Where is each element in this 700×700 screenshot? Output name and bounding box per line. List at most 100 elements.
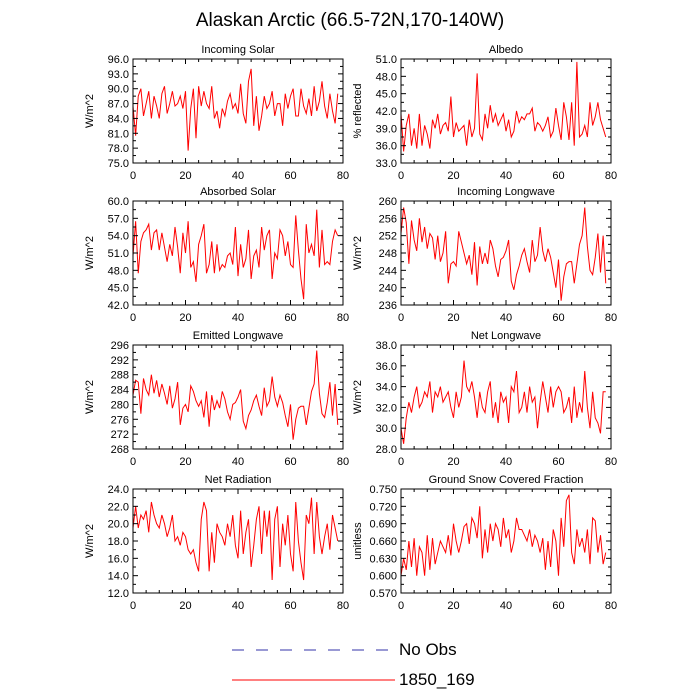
absorbed-solar-series-line: [132, 209, 339, 300]
incoming-solar-xtick-label: 20: [179, 170, 191, 182]
net-radiation-ytick-label: 14.0: [108, 571, 129, 583]
emitted-longwave-ytick-label: 268: [111, 444, 129, 456]
incoming-solar-xtick-label: 0: [130, 170, 136, 182]
panel-grid: 75.0 78.0 81.0 84.0 87.0 90.0 93.0 96.0 0 20 40 60 8…: [84, 44, 617, 612]
legend-1850-169-label: 1850_169: [399, 670, 475, 689]
incoming-longwave-xtick-label: 40: [500, 312, 512, 324]
emitted-longwave-ytick-label: 276: [111, 414, 129, 426]
net-radiation-ytick-label: 22.0: [108, 501, 129, 513]
albedo-ytick-label: 51.0: [376, 54, 397, 66]
net-radiation-xtick-label: 60: [284, 600, 296, 612]
ground-snow-covered-fraction-ytick-label: 0.600: [369, 571, 397, 583]
net-radiation-ytick-label: 16.0: [108, 553, 129, 565]
emitted-longwave-ytick-label: 296: [111, 340, 129, 352]
incoming-longwave-xtick-label: 0: [398, 312, 404, 324]
albedo-xtick-label: 60: [552, 170, 564, 182]
net-radiation-ylabel: W/m^2: [84, 524, 96, 558]
ground-snow-covered-fraction-series-line: [400, 494, 607, 576]
absorbed-solar-ytick-label: 57.0: [108, 213, 129, 225]
net-longwave-ytick-label: 30.0: [376, 423, 397, 435]
ground-snow-covered-fraction-xtick-label: 80: [605, 600, 617, 612]
emitted-longwave-series-line: [132, 350, 339, 440]
incoming-longwave-xtick-label: 20: [447, 312, 459, 324]
net-longwave-ytick-label: 34.0: [376, 382, 397, 394]
net-longwave-title: Net Longwave: [471, 330, 541, 342]
albedo-xtick-label: 0: [398, 170, 404, 182]
absorbed-solar-xtick-label: 60: [284, 312, 296, 324]
absorbed-solar-xtick-label: 0: [130, 312, 136, 324]
net-radiation-ytick-label: 20.0: [108, 519, 129, 531]
albedo-xtick-label: 20: [447, 170, 459, 182]
emitted-longwave-ytick-label: 292: [111, 355, 129, 367]
incoming-longwave-ytick-label: 260: [379, 196, 397, 208]
ground-snow-covered-fraction-ytick-label: 0.630: [369, 553, 397, 565]
albedo-title: Albedo: [489, 44, 523, 56]
albedo-ytick-label: 45.0: [376, 89, 397, 101]
emitted-longwave-title: Emitted Longwave: [193, 330, 284, 342]
incoming-solar-series-line: [132, 68, 339, 151]
incoming-solar-xtick-label: 40: [232, 170, 244, 182]
net-radiation-ytick-label: 12.0: [108, 588, 129, 600]
net-longwave-xtick-label: 60: [552, 456, 564, 468]
panel-incoming-longwave: 236 240 244 248 252 256 260 0 20 40 60 80 Incoming L…: [352, 186, 617, 324]
incoming-longwave-ytick-label: 248: [379, 248, 397, 260]
incoming-longwave-ytick-label: 244: [379, 265, 397, 277]
net-longwave-xtick-label: 20: [447, 456, 459, 468]
net-longwave-xtick-label: 80: [605, 456, 617, 468]
ground-snow-covered-fraction-ytick-label: 0.570: [369, 588, 397, 600]
net-longwave-ytick-label: 38.0: [376, 340, 397, 352]
emitted-longwave-ytick-label: 284: [111, 385, 129, 397]
albedo-ytick-label: 36.0: [376, 141, 397, 153]
albedo-xtick-label: 40: [500, 170, 512, 182]
panel-albedo: 33.0 36.0 39.0 42.0 45.0 48.0 51.0 0 20 40 60 80 Alb…: [352, 44, 617, 182]
albedo-series-line: [400, 61, 607, 152]
net-longwave-ylabel: W/m^2: [352, 380, 364, 414]
emitted-longwave-xtick-label: 20: [179, 456, 191, 468]
ground-snow-covered-fraction-ytick-label: 0.660: [369, 536, 397, 548]
net-longwave-ytick-label: 36.0: [376, 361, 397, 373]
absorbed-solar-ytick-label: 45.0: [108, 283, 129, 295]
ground-snow-covered-fraction-xtick-label: 60: [552, 600, 564, 612]
albedo-xtick-label: 80: [605, 170, 617, 182]
incoming-solar-ytick-label: 78.0: [108, 143, 129, 155]
net-radiation-ytick-label: 18.0: [108, 536, 129, 548]
ground-snow-covered-fraction-xtick-label: 40: [500, 600, 512, 612]
figure-title: Alaskan Arctic (66.5-72N,170-140W): [195, 10, 505, 31]
ground-snow-covered-fraction-xtick-label: 0: [398, 600, 404, 612]
net-radiation-xtick-label: 0: [130, 600, 136, 612]
panel-net-longwave: 28.0 30.0 32.0 34.0 36.0 38.0 0 20 40 60 80 Net Lon…: [352, 330, 617, 468]
emitted-longwave-xtick-label: 80: [337, 456, 349, 468]
net-longwave-ytick-label: 28.0: [376, 444, 397, 456]
absorbed-solar-xtick-label: 80: [337, 312, 349, 324]
emitted-longwave-ytick-label: 272: [111, 429, 129, 441]
incoming-solar-ytick-label: 81.0: [108, 128, 129, 140]
albedo-ytick-label: 48.0: [376, 71, 397, 83]
incoming-longwave-xtick-label: 60: [552, 312, 564, 324]
incoming-solar-ytick-label: 93.0: [108, 69, 129, 81]
ground-snow-covered-fraction-title: Ground Snow Covered Fraction: [429, 474, 584, 486]
panel-absorbed-solar: 42.0 45.0 48.0 51.0 54.0 57.0 60.0 0 20 40 60 80 Abs…: [84, 186, 349, 324]
incoming-longwave-ytick-label: 236: [379, 300, 397, 312]
net-radiation-series-line: [132, 497, 339, 581]
absorbed-solar-plot-frame: [132, 200, 344, 306]
incoming-solar-ylabel: W/m^2: [84, 94, 96, 128]
panel-net-radiation: 12.0 14.0 16.0 18.0 20.0 22.0 24.0 0 20 40 60 80 Net…: [84, 474, 349, 612]
panel-ground-snow-covered-fraction: 0.570 0.600 0.630 0.660 0.690 0.720 0.750 0 20 40…: [352, 474, 617, 612]
absorbed-solar-ytick-label: 60.0: [108, 196, 129, 208]
incoming-solar-ytick-label: 87.0: [108, 99, 129, 111]
net-radiation-xtick-label: 20: [179, 600, 191, 612]
panel-incoming-solar: 75.0 78.0 81.0 84.0 87.0 90.0 93.0 96.0 0 20 40 60 8…: [84, 44, 349, 182]
incoming-solar-xtick-label: 80: [337, 170, 349, 182]
incoming-longwave-ytick-label: 256: [379, 213, 397, 225]
incoming-longwave-ytick-label: 252: [379, 231, 397, 243]
absorbed-solar-ytick-label: 48.0: [108, 265, 129, 277]
incoming-solar-ytick-label: 96.0: [108, 54, 129, 66]
absorbed-solar-title: Absorbed Solar: [200, 186, 276, 198]
emitted-longwave-ytick-label: 288: [111, 370, 129, 382]
panel-emitted-longwave: 268 272 276 280 284 288 292 296 0 20 40 60 80 Emitted…: [84, 330, 349, 468]
net-radiation-xtick-label: 40: [232, 600, 244, 612]
albedo-ylabel: % reflected: [352, 83, 364, 138]
incoming-longwave-ylabel: W/m^2: [352, 236, 364, 270]
legend-no-obs-label: No Obs: [399, 640, 457, 659]
